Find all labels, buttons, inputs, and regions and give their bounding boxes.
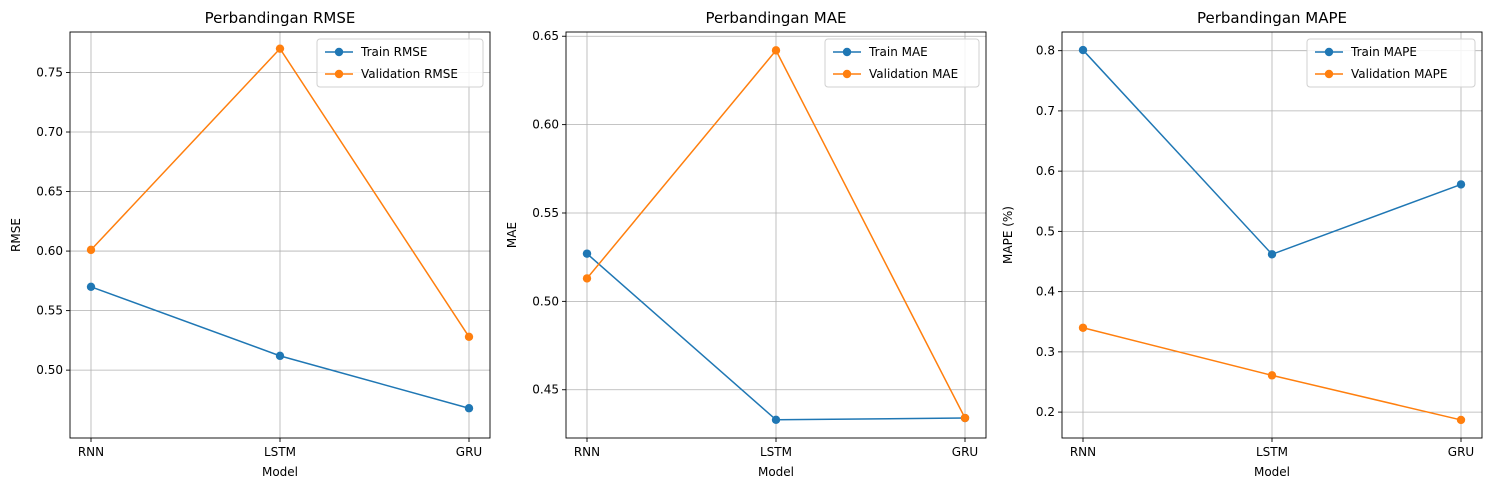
y-tick-label: 0.65 bbox=[36, 185, 63, 199]
x-axis-label: Model bbox=[1254, 465, 1290, 479]
y-axis-label: RMSE bbox=[9, 218, 23, 252]
series-2-point bbox=[771, 46, 781, 55]
series-1-point bbox=[86, 282, 96, 291]
chart-title: Perbandingan MAPE bbox=[1197, 9, 1347, 27]
y-tick-label: 0.45 bbox=[532, 383, 559, 397]
y-tick-label: 0.65 bbox=[532, 29, 559, 43]
x-tick-label: LSTM bbox=[760, 445, 792, 459]
y-tick-label: 0.5 bbox=[1036, 224, 1055, 238]
legend-box bbox=[316, 38, 484, 88]
series-1-point bbox=[464, 404, 474, 413]
x-tick-label: GRU bbox=[456, 445, 482, 459]
x-tick-label: GRU bbox=[952, 445, 978, 459]
series-2-point bbox=[1267, 371, 1277, 380]
chart-title: Perbandingan RMSE bbox=[205, 9, 356, 27]
series-1-point bbox=[275, 351, 285, 361]
series-1-point bbox=[771, 415, 781, 424]
chart-panel-1: RNN LSTM GRU 0.50 0.55 0.60 0.65 0.70 0.75 Perban… bbox=[9, 9, 491, 479]
y-axis-label: MAE bbox=[505, 222, 519, 248]
series-2-point bbox=[464, 332, 474, 341]
legend-marker bbox=[842, 69, 852, 79]
series-2-point bbox=[86, 245, 96, 255]
y-tick-label: 0.8 bbox=[1036, 44, 1055, 58]
legend-marker bbox=[1324, 47, 1334, 57]
series-2-point bbox=[960, 413, 970, 423]
series-1-point bbox=[1267, 250, 1277, 259]
legend-label: Train RMSE bbox=[360, 45, 428, 59]
x-tick-label: RNN bbox=[78, 445, 104, 459]
y-tick-label: 0.7 bbox=[1036, 104, 1055, 118]
legend-box bbox=[824, 38, 980, 88]
series-1-point bbox=[582, 249, 592, 258]
y-tick-label: 0.6 bbox=[1036, 164, 1055, 178]
legend-label: Validation RMSE bbox=[361, 67, 458, 81]
chart-panel-3: RNN LSTM GRU 0.2 0.3 0.4 0.5 0.6 0.7 0.8 Perbandin… bbox=[1001, 9, 1483, 479]
series-2-point bbox=[1078, 323, 1088, 332]
y-tick-label: 0.2 bbox=[1036, 405, 1055, 419]
x-tick-label: GRU bbox=[1448, 445, 1474, 459]
y-tick-label: 0.3 bbox=[1036, 345, 1055, 359]
series-2-point bbox=[582, 274, 592, 283]
y-tick-label: 0.50 bbox=[532, 294, 559, 308]
y-tick-label: 0.4 bbox=[1036, 285, 1055, 299]
legend-label: Train MAPE bbox=[1350, 45, 1417, 59]
x-axis-label: Model bbox=[758, 465, 794, 479]
series-2-point bbox=[275, 44, 285, 53]
y-tick-label: 0.75 bbox=[36, 65, 63, 79]
legend: Train MAPE Validation MAPE bbox=[1306, 38, 1476, 88]
y-axis-label: MAPE (%) bbox=[1001, 206, 1015, 264]
legend-marker bbox=[334, 69, 344, 79]
y-tick-label: 0.50 bbox=[36, 363, 63, 377]
x-tick-label: RNN bbox=[1070, 445, 1096, 459]
legend-marker bbox=[842, 47, 852, 57]
x-tick-label: RNN bbox=[574, 445, 600, 459]
x-tick-label: LSTM bbox=[1256, 445, 1288, 459]
legend: Train RMSE Validation RMSE bbox=[316, 38, 484, 88]
legend-marker bbox=[334, 47, 344, 57]
y-tick-label: 0.70 bbox=[36, 125, 63, 139]
y-tick-label: 0.55 bbox=[36, 304, 63, 318]
x-tick-label: LSTM bbox=[264, 445, 296, 459]
legend: Train MAE Validation MAE bbox=[824, 38, 980, 88]
legend-label: Train MAE bbox=[868, 45, 928, 59]
series-2-point bbox=[1456, 415, 1466, 425]
y-tick-label: 0.60 bbox=[36, 244, 63, 258]
legend-label: Validation MAPE bbox=[1351, 67, 1447, 81]
series-1-point bbox=[1456, 180, 1466, 189]
legend-marker bbox=[1324, 69, 1334, 79]
series-1-point bbox=[1078, 45, 1088, 55]
legend-label: Validation MAE bbox=[869, 67, 958, 81]
y-tick-label: 0.60 bbox=[532, 118, 559, 132]
x-axis-label: Model bbox=[262, 465, 298, 479]
y-tick-label: 0.55 bbox=[532, 206, 559, 220]
chart-panel-2: RNN LSTM GRU 0.45 0.50 0.55 0.60 0.65 Perbanding… bbox=[505, 9, 987, 479]
legend-box bbox=[1306, 38, 1476, 88]
chart-title: Perbandingan MAE bbox=[706, 9, 847, 27]
